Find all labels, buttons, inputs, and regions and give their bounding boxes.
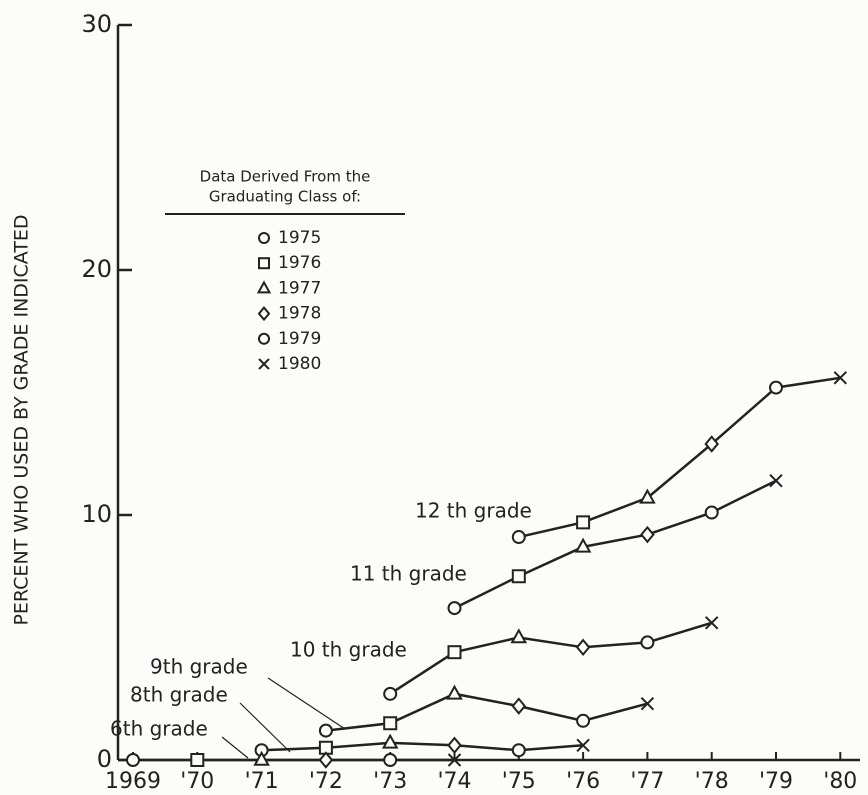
- legend-label: 1979: [278, 329, 321, 349]
- legend-marker: [258, 257, 270, 270]
- data-point: [769, 473, 783, 488]
- series-line: [518, 376, 841, 539]
- data-point: [575, 638, 591, 657]
- legend-marker: [258, 232, 270, 244]
- label-connector: [239, 702, 291, 753]
- legend-label: 1975: [278, 228, 321, 248]
- legend-marker: [256, 280, 272, 294]
- data-point: [640, 525, 655, 544]
- series-label: 9th grade: [150, 655, 248, 679]
- legend-marker: [258, 358, 270, 370]
- legend-marker: [258, 332, 270, 345]
- legend-label: 1978: [278, 304, 321, 324]
- data-point: [639, 488, 656, 504]
- series-label: 6th grade: [110, 717, 208, 741]
- data-point: [511, 569, 526, 584]
- data-point: [383, 753, 398, 767]
- y-tick-label: 0: [97, 745, 112, 773]
- data-point: [446, 684, 463, 700]
- x-tick-label: '71: [245, 769, 279, 794]
- y-axis-title: PERCENT WHO USED BY GRADE INDICATED: [11, 214, 33, 625]
- data-point: [126, 753, 140, 767]
- data-point: [511, 697, 527, 715]
- data-point: [190, 753, 205, 767]
- x-tick-label: '72: [309, 769, 343, 794]
- data-point: [253, 750, 270, 766]
- data-point: [447, 736, 462, 755]
- x-tick-label: '76: [566, 769, 600, 794]
- legend-label: 1980: [278, 354, 321, 374]
- series-line: [261, 741, 584, 752]
- series-label: 10 th grade: [290, 638, 407, 662]
- x-tick-label: '75: [502, 769, 536, 794]
- legend-marker: [257, 306, 271, 322]
- legend-label: 1976: [278, 253, 321, 273]
- data-point: [574, 537, 592, 553]
- data-point: [511, 530, 526, 545]
- data-point: [833, 371, 848, 385]
- legend-title: Data Derived From the: [200, 168, 371, 186]
- legend-title: Graduating Class of:: [209, 188, 361, 206]
- y-tick-label: 20: [81, 255, 112, 283]
- legend-label: 1977: [278, 278, 321, 298]
- x-tick-label: 1969: [105, 769, 161, 794]
- x-tick-label: '79: [759, 769, 793, 794]
- data-point: [704, 616, 719, 630]
- x-tick-label: '74: [437, 769, 471, 794]
- y-tick-label: 30: [81, 10, 112, 38]
- data-point: [447, 753, 462, 767]
- data-point: [383, 686, 398, 701]
- x-tick-label: '73: [373, 769, 407, 794]
- label-connector: [267, 677, 346, 730]
- x-tick-label: '80: [823, 769, 857, 794]
- data-point: [383, 716, 398, 731]
- data-point: [447, 645, 462, 660]
- data-point: [640, 635, 655, 650]
- series-label: 12 th grade: [415, 499, 532, 523]
- data-point: [381, 733, 399, 749]
- x-tick-label: '70: [180, 769, 214, 794]
- series-label: 8th grade: [130, 683, 228, 707]
- data-point: [769, 380, 783, 395]
- data-point: [576, 738, 590, 753]
- series-label: 11 th grade: [350, 562, 467, 586]
- data-point: [510, 628, 528, 644]
- data-point: [576, 713, 591, 728]
- y-tick-label: 10: [81, 500, 112, 528]
- data-point: [576, 515, 591, 530]
- series-line: [389, 621, 713, 695]
- series-line: [325, 692, 648, 732]
- data-point: [318, 751, 334, 769]
- x-tick-label: '78: [695, 769, 729, 794]
- data-point: [704, 435, 720, 453]
- data-point: [318, 723, 333, 738]
- label-connector: [221, 736, 249, 759]
- data-point: [447, 601, 462, 616]
- x-tick-label: '77: [630, 769, 664, 794]
- series-line: [453, 479, 777, 610]
- data-point: [704, 505, 719, 520]
- data-point: [511, 743, 526, 758]
- data-point: [640, 696, 655, 711]
